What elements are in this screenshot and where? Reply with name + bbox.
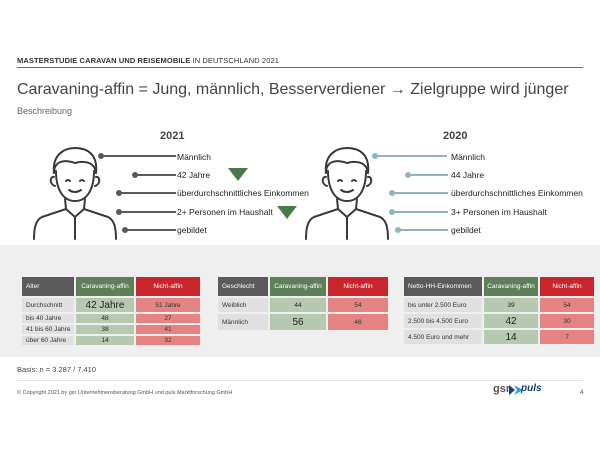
table-row-label: Männlich (218, 314, 268, 330)
connector-line (375, 155, 447, 157)
table-cell: 46 (328, 314, 388, 330)
table-cell: 30 (540, 314, 594, 328)
table-header: Nicht-affin (136, 277, 200, 296)
page-title: Caravaning-affin = Jung, männlich, Besse… (17, 81, 569, 98)
table-cell: 51 Jahre (136, 298, 200, 312)
footer-divider (17, 380, 583, 381)
table-row-label: Durchschnitt (22, 298, 74, 312)
attr-2021-educated: gebildet (177, 225, 207, 235)
table-cell: 32 (136, 336, 200, 345)
table-header: Nicht-affin (540, 277, 594, 296)
connector-line (408, 174, 448, 176)
attr-2020-age: 44 Jahre (451, 170, 485, 180)
connector-line (392, 211, 448, 213)
table-cell: 14 (484, 330, 538, 344)
connector-line (119, 211, 176, 213)
table-cell: 41 (136, 325, 200, 334)
page-number: 4 (580, 389, 584, 396)
copyright-text: © Copyright 2021 by gsr Unternehmensbera… (17, 390, 233, 396)
study-label-strong: MASTERSTUDIE CARAVAN UND REISEMOBILE (17, 56, 191, 65)
table-row-label: 2.500 bis 4.500 Euro (404, 314, 482, 328)
basis-note: Basis: n = 3.287 / 7.410 (17, 365, 97, 374)
connector-line (135, 174, 176, 176)
trend-down-household-icon (277, 206, 297, 219)
table-header: Caravaning-affin (484, 277, 538, 296)
header-divider (17, 67, 583, 68)
table-header: Alter (22, 277, 74, 296)
table-row-label: 41 bis 60 Jahre (22, 325, 74, 334)
table-cell: 42 (484, 314, 538, 328)
attr-2020-male: Männlich (451, 152, 486, 162)
table-header: Nicht-affin (328, 277, 388, 296)
table-cell: 14 (76, 336, 134, 345)
connector-line (125, 229, 176, 231)
attr-2020-educated: gebildet (451, 225, 481, 235)
table-row-label: über 60 Jahre (22, 336, 74, 345)
table-cell: 42 Jahre (76, 298, 134, 312)
study-label-rest: IN DEUTSCHLAND 2021 (190, 56, 280, 65)
connector-line (101, 155, 176, 157)
table-row-label: Weiblich (218, 298, 268, 312)
table-cell: 7 (540, 330, 594, 344)
table-cell: 56 (270, 314, 326, 330)
table-cell: 39 (484, 298, 538, 312)
person-2021-icon (33, 147, 117, 240)
study-label: MASTERSTUDIE CARAVAN UND REISEMOBILE IN … (17, 56, 279, 65)
table-header: Netto-HH-Einkommen (404, 277, 482, 296)
table-header: Geschlecht (218, 277, 268, 296)
table-cell: 38 (76, 325, 134, 334)
trend-down-age-icon (228, 168, 248, 181)
table-cell: 54 (540, 298, 594, 312)
gsr-logo: gsr (493, 383, 511, 395)
puls-logo-mark-icon (509, 385, 523, 395)
table-cell: 27 (136, 314, 200, 323)
connector-line (392, 192, 448, 194)
table-row-label: 4.500 Euro und mehr (404, 330, 482, 344)
attr-2020-household: 3+ Personen im Haushalt (451, 207, 547, 217)
table-header: Caravaning-affin (270, 277, 326, 296)
table-row-label: bis unter 2.500 Euro (404, 298, 482, 312)
year-2020-label: 2020 (443, 130, 468, 142)
attr-2021-male: Männlich (177, 152, 212, 162)
table-cell: 48 (76, 314, 134, 323)
attr-2021-age: 42 Jahre (177, 170, 211, 180)
person-2020-icon (305, 147, 389, 240)
page-subtitle: Beschreibung (17, 106, 73, 116)
table-row-label: bis 40 Jahre (22, 314, 74, 323)
attr-2020-income: überdurchschnittliches Einkommen (451, 188, 583, 198)
connector-line (119, 192, 176, 194)
connector-line (398, 229, 448, 231)
attr-2021-household: 2+ Personen im Haushalt (177, 207, 273, 217)
puls-logo: puls (521, 383, 542, 394)
attr-2021-income: überdurchschnittliches Einkommen (177, 188, 309, 198)
year-2021-label: 2021 (160, 130, 185, 142)
table-cell: 44 (270, 298, 326, 312)
table-cell: 54 (328, 298, 388, 312)
table-header: Caravaning-affin (76, 277, 134, 296)
